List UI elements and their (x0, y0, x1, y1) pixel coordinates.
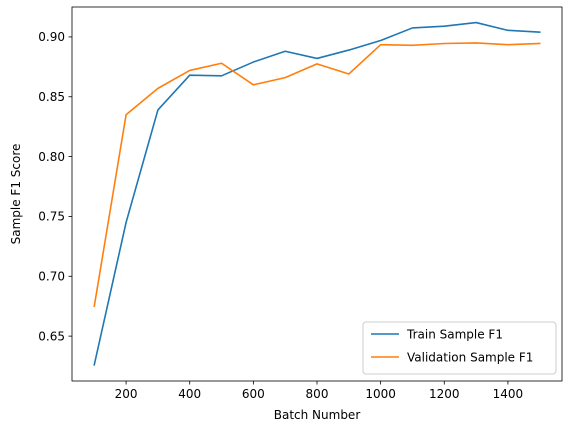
plot-lines (93, 21, 541, 366)
plot-frame (71, 6, 563, 382)
x-tick-label: 800 (306, 387, 329, 401)
legend: Train Sample F1 Validation Sample F1 (362, 321, 557, 375)
legend-label-validation: Validation Sample F1 (407, 351, 533, 365)
y-tick-label: 0.80 (38, 150, 65, 164)
x-tick-label: 1200 (429, 387, 460, 401)
series-line-0 (93, 21, 541, 366)
x-tick-label: 400 (178, 387, 201, 401)
x-tick-label: 1000 (365, 387, 396, 401)
x-tick-label: 1400 (493, 387, 524, 401)
y-axis-label: Sample F1 Score (9, 144, 23, 245)
series-line-1 (93, 42, 541, 308)
y-tick-label: 0.90 (38, 30, 65, 44)
y-tick-label: 0.85 (38, 90, 65, 104)
y-tick-label: 0.65 (38, 329, 65, 343)
x-axis-ticks: 200 400 600 800 1000 1200 1400 (115, 381, 524, 401)
y-tick-label: 0.70 (38, 270, 65, 284)
x-tick-label: 600 (242, 387, 265, 401)
x-axis-label: Batch Number (274, 408, 361, 422)
y-tick-label: 0.75 (38, 210, 65, 224)
x-tick-label: 200 (115, 387, 138, 401)
legend-label-train: Train Sample F1 (406, 328, 503, 342)
y-axis-ticks: 0.65 0.70 0.75 0.80 0.85 0.90 (38, 30, 72, 343)
legend-box (362, 321, 557, 375)
